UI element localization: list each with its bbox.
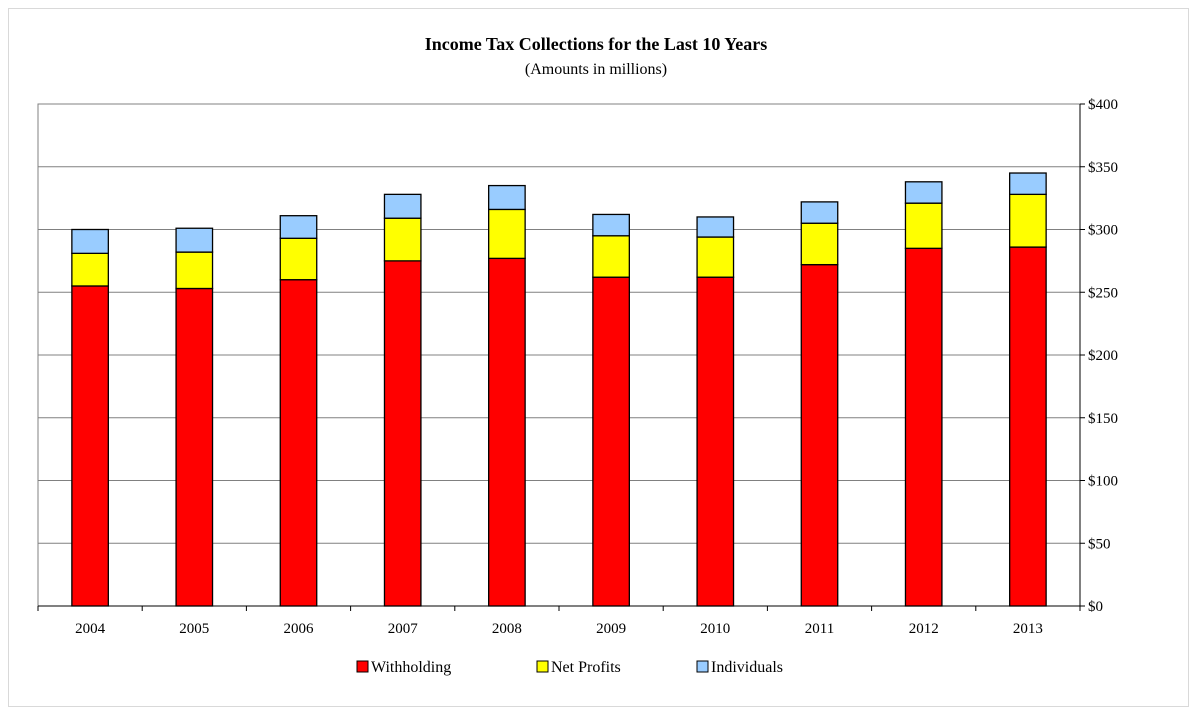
y-tick-label: $250: [1088, 285, 1118, 301]
bar-individuals-2006: [280, 216, 316, 239]
legend-label-net-profits: Net Profits: [551, 659, 621, 676]
bar-individuals-2010: [697, 217, 733, 237]
bar-net-profits-2004: [72, 253, 108, 286]
plot-area: $0 $50 $100 $150 $200 $250 $300 $350 $400 2004 200…: [38, 97, 1118, 637]
x-tick-label: 2004: [75, 621, 106, 637]
bar-withholding-2011: [801, 265, 837, 606]
bar-withholding-2004: [72, 286, 108, 606]
x-tick-label: 2010: [700, 621, 730, 637]
bar-net-profits-2007: [384, 218, 420, 261]
bar-net-profits-2008: [489, 209, 525, 258]
bar-individuals-2005: [176, 228, 212, 252]
x-tick-label: 2007: [388, 621, 419, 637]
y-tick-label: $50: [1088, 536, 1111, 552]
y-tick-label: $350: [1088, 160, 1118, 176]
chart-subtitle: (Amounts in millions): [525, 61, 667, 78]
legend-swatch-individuals: [697, 661, 708, 672]
bar-individuals-2004: [72, 230, 108, 254]
x-tick-label: 2011: [805, 621, 834, 637]
x-tick-label: 2006: [284, 621, 315, 637]
bar-individuals-2013: [1010, 173, 1046, 194]
bar-net-profits-2011: [801, 223, 837, 264]
y-tick-label: $100: [1088, 474, 1118, 490]
bar-individuals-2011: [801, 202, 837, 223]
x-tick-label: 2005: [179, 621, 209, 637]
y-tick-label: $400: [1088, 97, 1118, 113]
legend-swatch-net-profits: [537, 661, 548, 672]
bar-net-profits-2010: [697, 237, 733, 277]
legend-label-withholding: Withholding: [371, 659, 451, 676]
bar-net-profits-2009: [593, 236, 629, 277]
y-tick-label: $150: [1088, 411, 1118, 427]
bar-net-profits-2005: [176, 252, 212, 288]
x-tick-label: 2013: [1013, 621, 1043, 637]
bar-withholding-2009: [593, 277, 629, 606]
x-tick-label: 2012: [909, 621, 939, 637]
legend: Withholding Net Profits Individuals: [357, 659, 783, 676]
bar-individuals-2012: [905, 182, 941, 203]
bar-net-profits-2013: [1010, 194, 1046, 247]
y-tick-label: $200: [1088, 348, 1118, 364]
x-tick-label: 2009: [596, 621, 626, 637]
bar-individuals-2007: [384, 194, 420, 218]
bar-withholding-2012: [905, 248, 941, 606]
chart-title: Income Tax Collections for the Last 10 Y…: [425, 34, 767, 54]
bar-individuals-2009: [593, 214, 629, 235]
bar-individuals-2008: [489, 186, 525, 210]
bar-withholding-2006: [280, 280, 316, 606]
bar-net-profits-2006: [280, 238, 316, 279]
y-tick-label: $0: [1088, 599, 1103, 615]
bar-withholding-2007: [384, 261, 420, 606]
legend-swatch-withholding: [357, 661, 368, 672]
bar-withholding-2013: [1010, 247, 1046, 606]
legend-label-individuals: Individuals: [711, 659, 783, 676]
y-tick-label: $300: [1088, 223, 1118, 239]
x-tick-label: 2008: [492, 621, 522, 637]
bar-withholding-2008: [489, 258, 525, 606]
bar-net-profits-2012: [905, 203, 941, 248]
bar-withholding-2010: [697, 277, 733, 606]
bar-withholding-2005: [176, 288, 212, 606]
